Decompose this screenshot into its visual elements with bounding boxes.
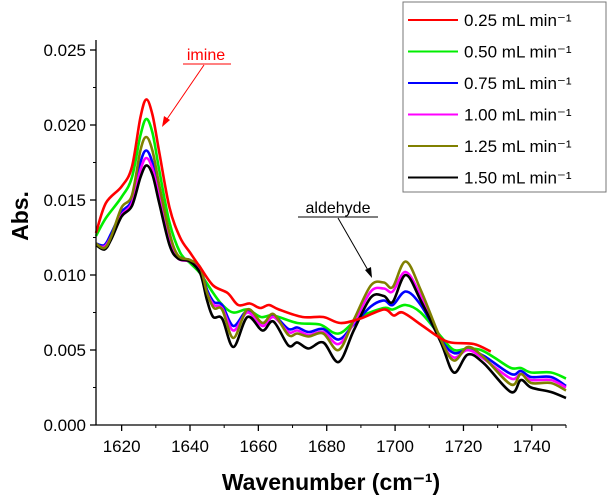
y-tick-label: 0.010 (43, 266, 86, 285)
x-tick-label: 1720 (445, 437, 483, 456)
x-tick-label: 1700 (376, 437, 414, 456)
legend: 0.25 mL min⁻¹ 0.50 mL min⁻¹ 0.75 mL min⁻¹ 1… (402, 1, 607, 193)
legend-label: 1.00 mL min⁻¹ (464, 106, 572, 125)
series-line-0-50 (94, 117, 567, 380)
x-tick-label: 1620 (103, 437, 141, 456)
legend-box (402, 1, 607, 193)
series-line-0-25 (94, 98, 492, 353)
legend-label: 1.25 mL min⁻¹ (464, 137, 572, 156)
axes: 0.000 0.005 0.010 0.015 0.020 0.025 1620 1640 16… (43, 40, 567, 456)
x-tick-label: 1740 (513, 437, 551, 456)
y-tick-label: 0.020 (43, 116, 86, 135)
y-axis-title: Abs. (7, 191, 33, 241)
y-tick-label: 0.025 (43, 41, 86, 60)
imine-annotation: imine (162, 47, 231, 127)
y-tick-label: 0.000 (43, 416, 86, 435)
legend-label: 0.75 mL min⁻¹ (464, 74, 572, 93)
aldehyde-arrow (337, 217, 370, 273)
x-tick-label: 1660 (239, 437, 277, 456)
aldehyde-arrowhead (365, 267, 372, 278)
series-layer (94, 98, 567, 400)
imine-arrow (164, 64, 205, 123)
x-tick-label: 1640 (171, 437, 209, 456)
imine-arrowhead (162, 116, 170, 127)
imine-label: imine (187, 47, 225, 64)
legend-label: 0.25 mL min⁻¹ (464, 11, 572, 30)
x-tick-label: 1680 (308, 437, 346, 456)
aldehyde-label: aldehyde (306, 200, 371, 217)
legend-label: 1.50 mL min⁻¹ (464, 169, 572, 188)
y-tick-label: 0.005 (43, 341, 86, 360)
legend-label: 0.50 mL min⁻¹ (464, 43, 572, 62)
y-tick-label: 0.015 (43, 191, 86, 210)
x-axis-title: Wavenumber (cm⁻¹) (222, 469, 440, 495)
series-line-1-25 (95, 135, 567, 392)
aldehyde-annotation: aldehyde (298, 200, 378, 278)
series-line-1-50 (95, 164, 567, 400)
